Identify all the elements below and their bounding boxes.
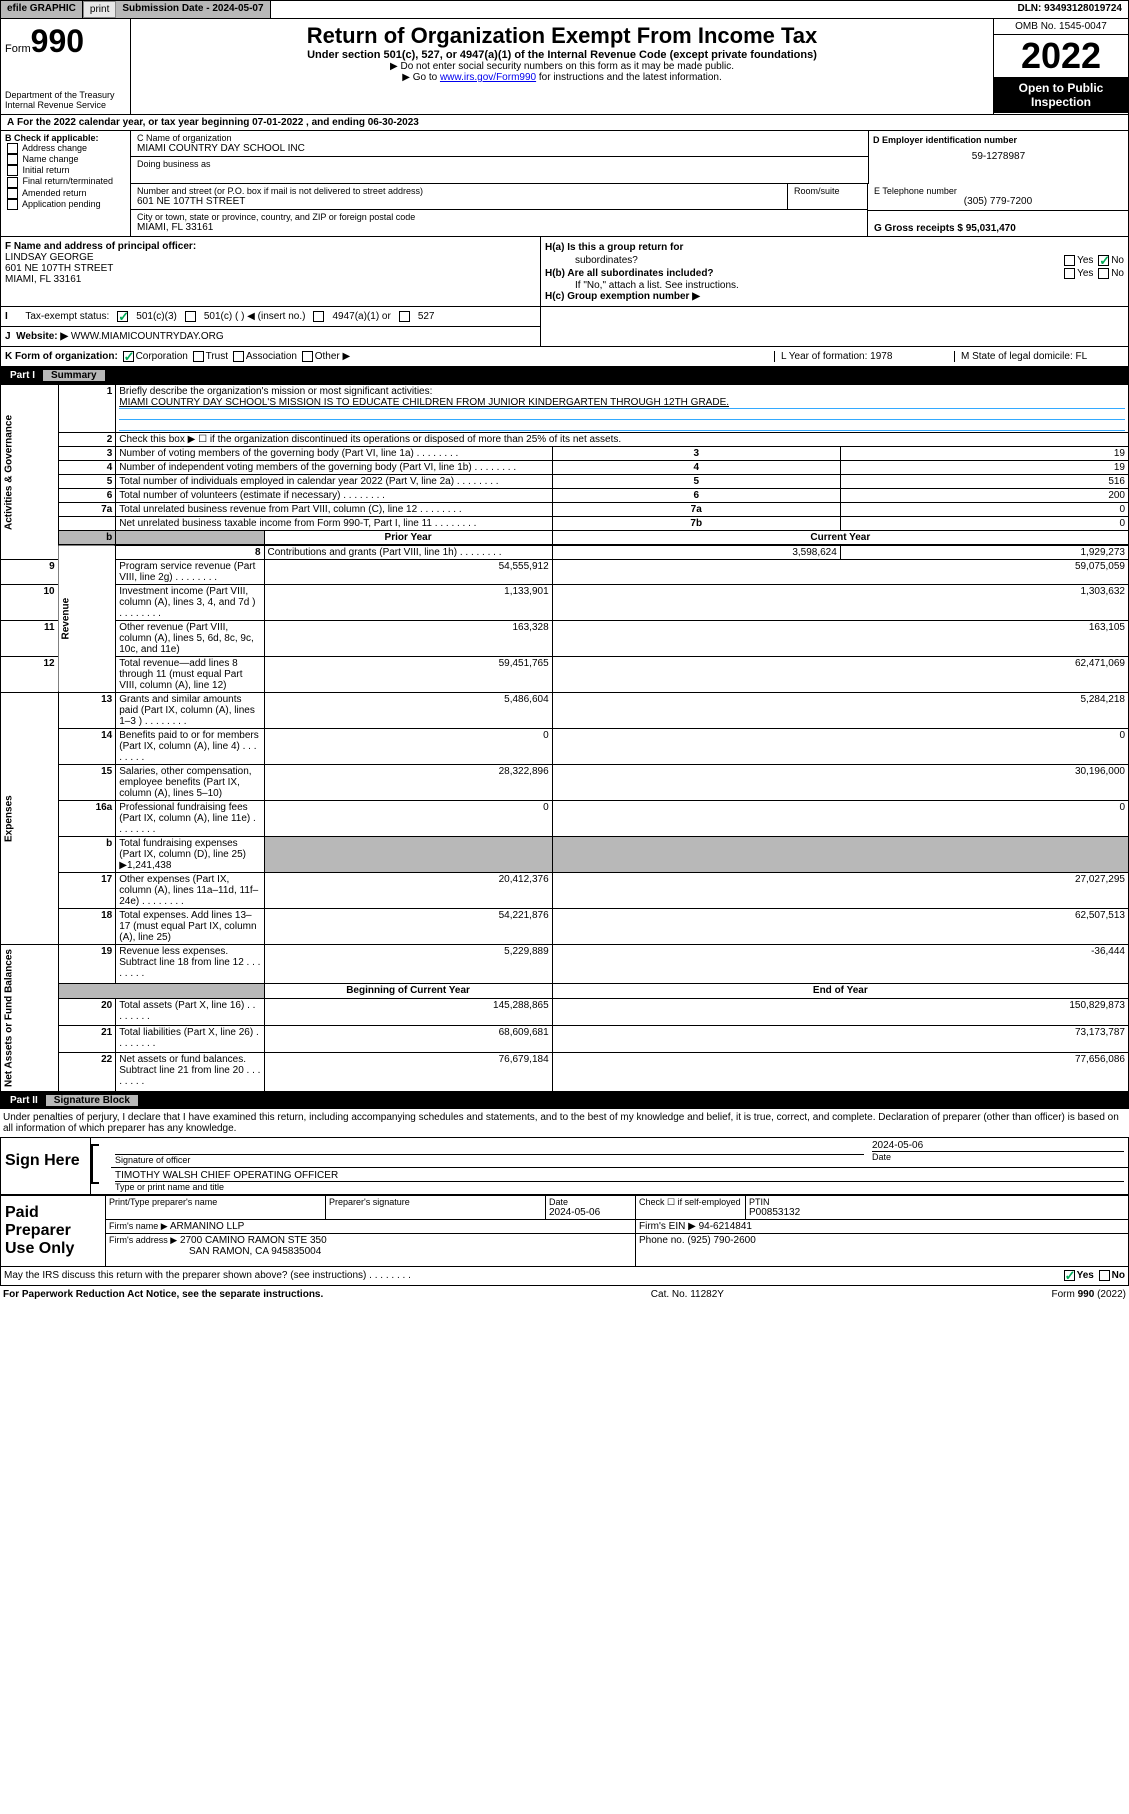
ha-no[interactable] [1098, 255, 1109, 266]
e-label: E Telephone number [874, 186, 1122, 196]
firm-name: ARMANINO LLP [170, 1221, 244, 1232]
officer-addr2: MIAMI, FL 33161 [5, 274, 536, 285]
check-initial[interactable] [7, 165, 18, 176]
discuss-no[interactable] [1099, 1270, 1110, 1281]
city: MIAMI, FL 33161 [137, 222, 861, 233]
footer: For Paperwork Reduction Act Notice, see … [0, 1286, 1129, 1303]
print-button[interactable]: print [83, 1, 116, 18]
form-subtitle: Under section 501(c), 527, or 4947(a)(1)… [135, 49, 989, 61]
website: WWW.MIAMICOUNTRYDAY.ORG [71, 331, 224, 342]
h-note: If "No," attach a list. See instructions… [545, 280, 1124, 291]
f-label: F Name and address of principal officer: [5, 241, 536, 252]
check-assoc[interactable] [233, 351, 244, 362]
section-bcdefg: B Check if applicable: Address change Na… [0, 131, 1129, 237]
check-other[interactable] [302, 351, 313, 362]
line-a: A For the 2022 calendar year, or tax yea… [0, 115, 1129, 131]
vert-revenue: Revenue [58, 545, 116, 693]
mission: MIAMI COUNTRY DAY SCHOOL'S MISSION IS TO… [119, 397, 729, 408]
addr-label: Number and street (or P.O. box if mail i… [137, 186, 781, 196]
hc-label: H(c) Group exemption number ▶ [545, 291, 700, 302]
city-label: City or town, state or province, country… [137, 212, 861, 222]
dept-label: Department of the Treasury [5, 90, 126, 100]
note-link: ▶ Go to www.irs.gov/Form990 for instruct… [135, 72, 989, 83]
paid-label: Paid Preparer Use Only [1, 1196, 106, 1267]
sign-here-label: Sign Here [1, 1138, 91, 1194]
firm-ein: Firm's EIN ▶ 94-6214841 [636, 1220, 1129, 1234]
form-header: Form990 Department of the Treasury Inter… [0, 19, 1129, 115]
room-label: Room/suite [794, 186, 861, 196]
year-formation: L Year of formation: 1978 [774, 351, 954, 362]
open-public: Open to Public Inspection [994, 77, 1128, 113]
note-ssn: ▶ Do not enter social security numbers o… [135, 61, 989, 72]
check-4947[interactable] [313, 311, 324, 322]
d-label: D Employer identification number [873, 135, 1124, 145]
irs-link[interactable]: www.irs.gov/Form990 [440, 72, 536, 83]
check-name[interactable] [7, 154, 18, 165]
sig-officer-label: Signature of officer [115, 1154, 864, 1165]
submission-date: Submission Date - 2024-05-07 [116, 1, 270, 18]
state-domicile: M State of legal domicile: FL [954, 351, 1124, 362]
check-501c3[interactable] [117, 311, 128, 322]
street: 601 NE 107TH STREET [137, 196, 781, 207]
check-final[interactable] [7, 177, 18, 188]
paperwork-notice: For Paperwork Reduction Act Notice, see … [3, 1289, 323, 1300]
dln: DLN: 93493128019724 [1011, 1, 1128, 18]
hb-yes[interactable] [1064, 268, 1075, 279]
check-trust[interactable] [193, 351, 204, 362]
name-title-label: Type or print name and title [115, 1181, 1124, 1192]
firm-phone: Phone no. (925) 790-2600 [636, 1234, 1129, 1267]
efile-label: efile GRAPHIC [1, 1, 83, 18]
phone: (305) 779-7200 [874, 196, 1122, 207]
check-amended[interactable] [7, 188, 18, 199]
part2-header: Part IISignature Block [0, 1092, 1129, 1109]
sig-date: 2024-05-06 [872, 1140, 1124, 1151]
form-title: Return of Organization Exempt From Incom… [135, 23, 989, 49]
form-ref: Form 990 (2022) [1052, 1289, 1126, 1300]
check-pending[interactable] [7, 199, 18, 210]
top-bar: efile GRAPHIC print Submission Date - 20… [0, 0, 1129, 19]
officer-name: LINDSAY GEORGE [5, 252, 536, 263]
omb-number: OMB No. 1545-0047 [994, 19, 1128, 35]
check-501c[interactable] [185, 311, 196, 322]
row-k: K Form of organization: Corporation Trus… [0, 347, 1129, 367]
firm-address: 2700 CAMINO RAMON STE 350 [180, 1235, 327, 1246]
org-name: MIAMI COUNTRY DAY SCHOOL INC [137, 143, 862, 154]
officer-addr1: 601 NE 107TH STREET [5, 263, 536, 274]
ein: 59-1278987 [873, 145, 1124, 162]
paid-preparer-section: Paid Preparer Use Only Print/Type prepar… [0, 1195, 1129, 1267]
check-address[interactable] [7, 143, 18, 154]
box-b: B Check if applicable: Address change Na… [1, 131, 131, 236]
part1-header: Part ISummary [0, 367, 1129, 384]
vert-expenses: Expenses [1, 693, 59, 945]
c-label: C Name of organization [137, 133, 862, 143]
vert-governance: Activities & Governance [1, 385, 59, 560]
check-527[interactable] [399, 311, 410, 322]
sign-section: Sign Here Signature of officer 2024-05-0… [0, 1137, 1129, 1195]
summary-table: Activities & Governance 1 Briefly descri… [0, 384, 1129, 1092]
row-fh: F Name and address of principal officer:… [0, 237, 1129, 307]
g-receipts: G Gross receipts $ 95,031,470 [874, 213, 1122, 234]
discuss-yes[interactable] [1064, 1270, 1075, 1281]
vert-netassets: Net Assets or Fund Balances [1, 945, 59, 1092]
dba-label: Doing business as [137, 159, 862, 169]
penalties-text: Under penalties of perjury, I declare th… [0, 1109, 1129, 1137]
irs-label: Internal Revenue Service [5, 100, 126, 110]
form-number: Form990 [5, 23, 126, 60]
date-label: Date [872, 1151, 1124, 1162]
check-corp[interactable] [123, 351, 134, 362]
hb-no[interactable] [1098, 268, 1109, 279]
cat-no: Cat. No. 11282Y [651, 1289, 724, 1300]
tax-year: 2022 [994, 35, 1128, 77]
ha-yes[interactable] [1064, 255, 1075, 266]
officer-name-title: TIMOTHY WALSH CHIEF OPERATING OFFICER [115, 1170, 1124, 1181]
